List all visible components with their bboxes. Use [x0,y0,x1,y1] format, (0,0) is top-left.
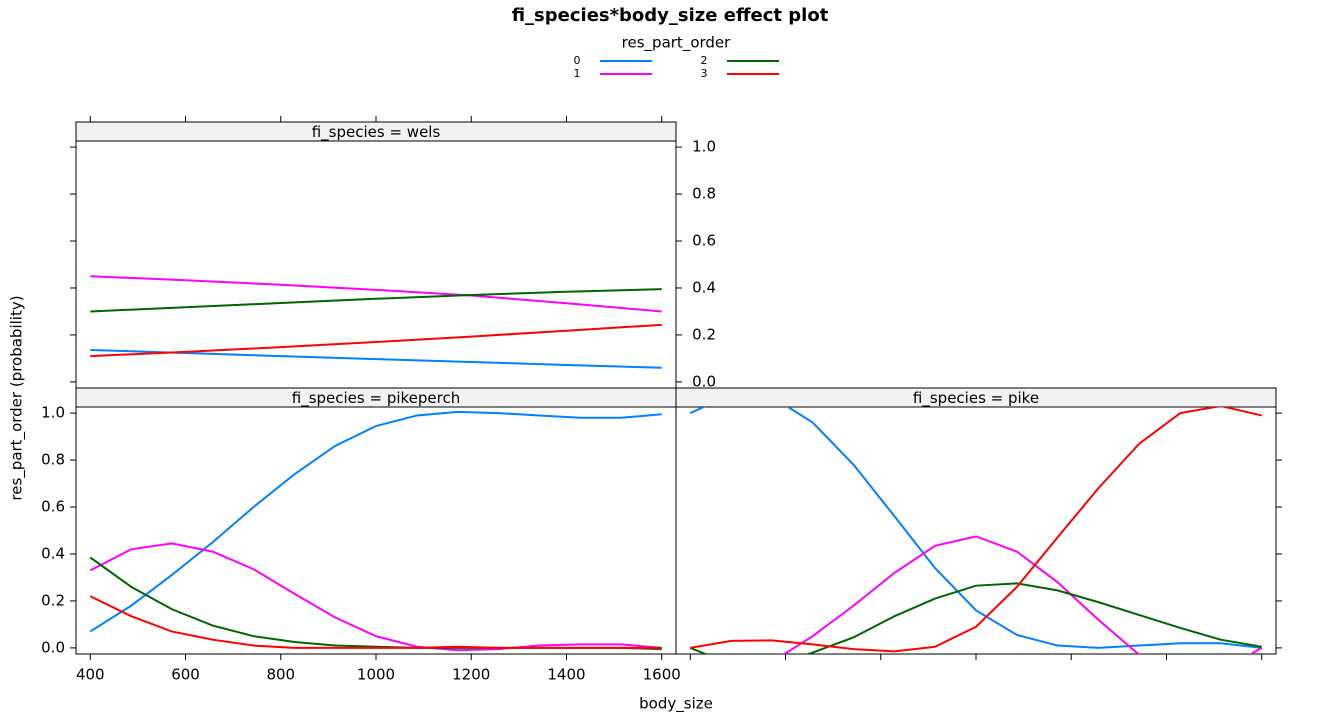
series-line [689,407,1262,649]
y-tick-label: 1.0 [41,404,65,422]
panel: fi_species = pikeperch 400 600 800 1000 1200 1… [41,387,681,684]
chart-title: fi_species*body_size effect plot [512,5,829,26]
series-line [89,542,662,652]
legend-label: 1 [574,67,581,80]
y-tick-label: 0.0 [41,638,65,656]
panel: fi_species = pike [675,387,1282,660]
panel: fi_species = wels 0.0 0.2 0.4 0.6 0.8 1.0 [70,116,716,390]
x-tick-label: 1400 [547,666,585,684]
y-tick-label: 0.6 [692,232,716,250]
x-tick-label: 1600 [643,666,681,684]
panel-frame [75,140,677,389]
series-line [782,535,1263,654]
y-tick-label: 0.0 [692,372,716,390]
series-line [90,275,662,313]
x-tick-label: 1200 [452,666,490,684]
series-line [89,410,662,633]
series-line [90,288,662,313]
legend-title: res_part_order [622,34,731,53]
x-tick-label: 400 [76,666,105,684]
panel-frame [75,406,677,655]
y-axis-label: res_part_order (probability) [8,295,27,500]
y-tick-label: 0.8 [692,185,716,203]
y-tick-label: 0.8 [41,451,65,469]
strip-label: fi_species = wels [312,123,441,142]
series-line [89,595,662,649]
x-axis-label: body_size [639,695,713,714]
y-tick-label: 0.4 [41,544,65,562]
x-tick-label: 600 [171,666,200,684]
x-tick-label: 1000 [357,666,395,684]
y-tick-label: 0.2 [692,325,716,343]
legend-label: 0 [574,54,581,67]
panel-frame [675,406,1277,655]
series-line [690,407,1262,653]
y-tick-label: 0.6 [41,498,65,516]
x-tick-label: 800 [266,666,295,684]
y-tick-label: 0.2 [41,591,65,609]
series-line [689,582,1262,654]
legend-label: 3 [701,67,708,80]
series-line [90,323,662,358]
series-line [90,348,662,369]
y-tick-label: 1.0 [692,138,716,156]
legend-label: 2 [701,54,708,67]
y-tick-label: 0.4 [692,278,716,296]
strip-label: fi_species = pike [913,389,1039,408]
strip-label: fi_species = pikeperch [292,389,461,408]
